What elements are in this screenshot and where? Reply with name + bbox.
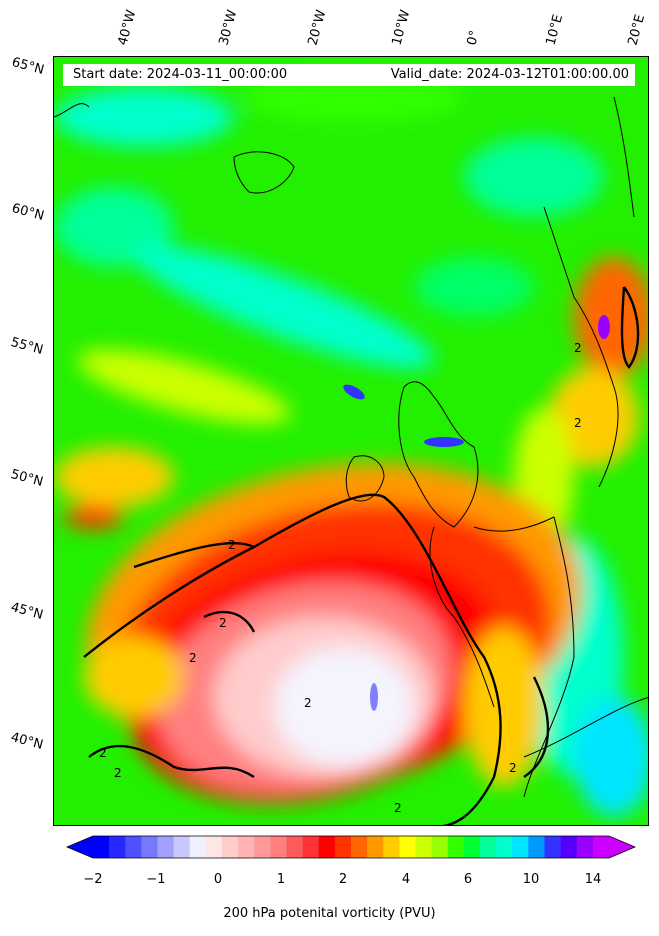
coastlines bbox=[54, 96, 648, 798]
date-banner: Start date: 2024-03-11_00:00:00 Valid_da… bbox=[63, 64, 635, 86]
colorbar-swatch bbox=[318, 836, 336, 858]
colorbar-swatch bbox=[480, 836, 497, 858]
colorbar-swatch bbox=[173, 836, 191, 858]
start-date-label: Start date: 2024-03-11_00:00:00 bbox=[73, 67, 288, 82]
colorbar-swatch bbox=[512, 836, 529, 858]
colorbar-swatch bbox=[576, 836, 594, 858]
colorbar-swatch bbox=[93, 836, 110, 858]
colorbar-swatch bbox=[205, 836, 223, 858]
colorbar-swatch bbox=[592, 836, 610, 858]
colorbar-swatch bbox=[463, 836, 481, 858]
colorbar-tick-label: 0 bbox=[213, 872, 223, 887]
lat-label-50n: 50°N bbox=[9, 467, 45, 490]
lon-label-20w: 20°W bbox=[305, 8, 330, 47]
colorbar-swatch bbox=[141, 836, 158, 858]
contour-label: 2 bbox=[228, 538, 236, 552]
colorbar-tick-label: 14 bbox=[584, 872, 602, 887]
colorbar-swatch bbox=[431, 836, 449, 858]
pv-min-streak bbox=[343, 384, 365, 400]
colorbar-tick-label: 6 bbox=[463, 872, 473, 887]
contour-label: 2 bbox=[304, 696, 312, 710]
lon-label-10e: 10°E bbox=[543, 12, 567, 48]
colorbar-swatch bbox=[254, 836, 271, 858]
pv-field-shading bbox=[54, 72, 648, 817]
pv-min-streak bbox=[598, 315, 610, 339]
colorbar-swatch bbox=[109, 836, 126, 858]
colorbar-swatch bbox=[415, 836, 433, 858]
colorbar-swatch bbox=[560, 836, 578, 858]
lon-label-40w: 40°W bbox=[115, 8, 140, 47]
colorbar-label: 200 hPa potenital vorticity (PVU) bbox=[223, 906, 436, 921]
map-panel: 2 2 2 2 2 2 2 2 2 2 bbox=[53, 56, 649, 826]
lon-label-10w: 10°W bbox=[389, 8, 414, 47]
colorbar-swatch bbox=[351, 836, 368, 858]
colorbar-tick-label: 1 bbox=[276, 872, 286, 887]
contour-label: 2 bbox=[574, 341, 582, 355]
contour-label: 2 bbox=[189, 651, 197, 665]
contour-label: 2 bbox=[99, 746, 107, 760]
colorbar-swatch bbox=[222, 836, 239, 858]
colorbar-max-extend bbox=[609, 836, 635, 858]
lon-label-30w: 30°W bbox=[216, 8, 241, 47]
colorbar-swatch bbox=[544, 836, 562, 858]
colorbar-swatch bbox=[334, 836, 352, 858]
colorbar-swatch bbox=[496, 836, 513, 858]
colorbar-swatch bbox=[399, 836, 416, 858]
colorbar-swatch bbox=[189, 836, 207, 858]
colorbar-tick-label: 4 bbox=[401, 872, 411, 887]
pv-min-streak bbox=[424, 437, 464, 447]
lon-label-0: 0° bbox=[464, 28, 483, 47]
colorbar-swatch bbox=[125, 836, 142, 858]
colorbar-min-extend bbox=[67, 836, 93, 858]
colorbar-outline bbox=[66, 835, 636, 859]
contour-label: 2 bbox=[114, 766, 122, 780]
lat-label-55n: 55°N bbox=[9, 335, 45, 358]
colorbar bbox=[66, 835, 636, 859]
colorbar-tick-label: 10 bbox=[522, 872, 540, 887]
lat-label-60n: 60°N bbox=[10, 201, 46, 224]
colorbar-swatch bbox=[528, 836, 545, 858]
colorbar-swatch bbox=[157, 836, 175, 858]
colorbar-tick-label: −1 bbox=[146, 872, 166, 887]
colorbar-tick-label: −2 bbox=[83, 872, 103, 887]
lat-label-45n: 45°N bbox=[9, 600, 45, 623]
lon-label-20e: 20°E bbox=[625, 12, 649, 48]
colorbar-swatch bbox=[447, 836, 465, 858]
pv-field-map: 2 2 2 2 2 2 2 2 2 2 bbox=[54, 57, 648, 825]
contour-labels: 2 2 2 2 2 2 2 2 2 2 bbox=[99, 341, 582, 815]
contour-label: 2 bbox=[219, 616, 227, 630]
colorbar-swatch bbox=[302, 836, 320, 858]
colorbar-swatch bbox=[286, 836, 304, 858]
valid-date-label: Valid_date: 2024-03-12T01:00:00.00 bbox=[390, 67, 629, 82]
colorbar-swatch bbox=[383, 836, 400, 858]
colorbar-swatch bbox=[270, 836, 287, 858]
lat-label-65n: 65°N bbox=[10, 55, 46, 78]
lat-label-40n: 40°N bbox=[9, 730, 45, 753]
colorbar-swatch bbox=[238, 836, 255, 858]
contour-label: 2 bbox=[574, 416, 582, 430]
contour-label: 2 bbox=[394, 801, 402, 815]
pv-min-streak bbox=[370, 683, 378, 711]
contour-label: 2 bbox=[509, 761, 517, 775]
colorbar-tick-label: 2 bbox=[338, 872, 348, 887]
colorbar-swatch bbox=[367, 836, 384, 858]
